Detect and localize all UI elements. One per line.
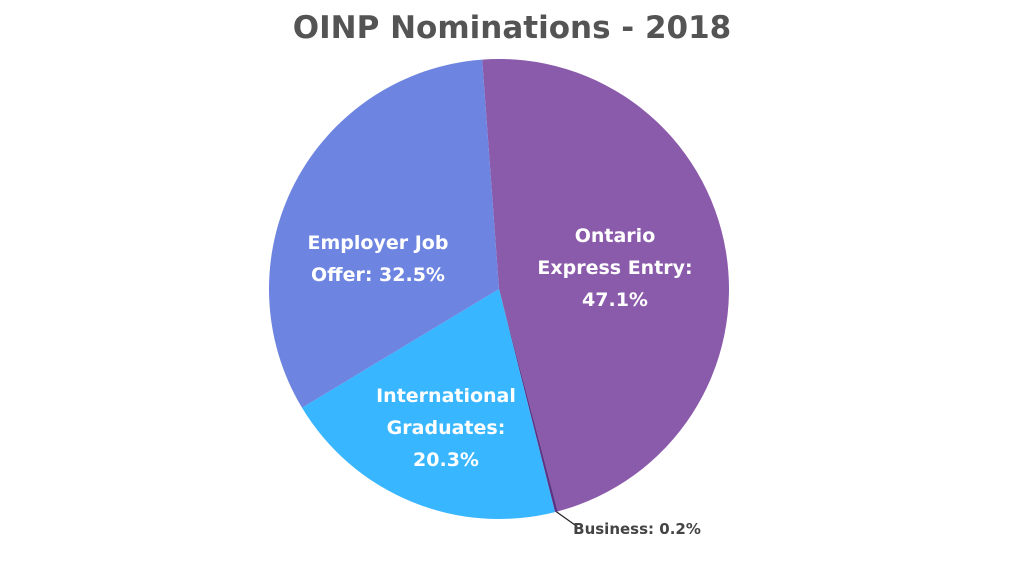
pie-slice [482,59,729,512]
chart-title: OINP Nominations - 2018 [292,10,732,46]
pie-slice [302,289,555,519]
data-label: International Graduates: 20.3% [376,385,516,471]
data-label: Ontario Express Entry: 47.1% [537,225,693,311]
pie-slice [499,289,558,513]
data-label: Employer Job Offer: 32.5% [307,232,449,286]
pie-slice [269,59,499,408]
leader-line [556,511,576,526]
data-label: Business: 0.2% [573,520,701,538]
